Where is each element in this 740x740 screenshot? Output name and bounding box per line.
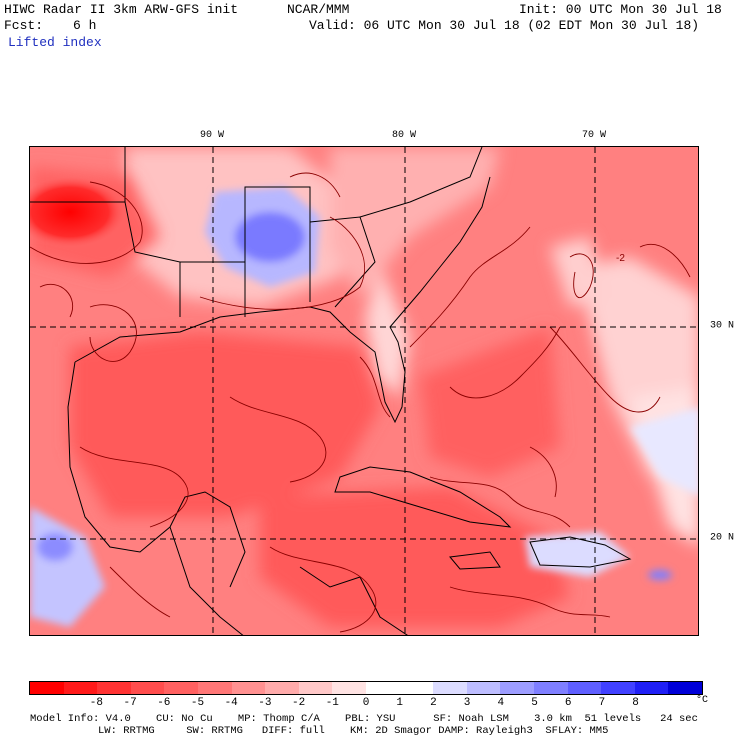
colorbar-unit: °C: [696, 695, 709, 706]
colorbar-swatch: [668, 682, 702, 694]
lat-label-20n: 20 N: [710, 532, 735, 544]
colorbar-tick-label: -4: [224, 697, 238, 709]
contour-label: -2: [616, 253, 625, 264]
colorbar-swatch: [265, 682, 299, 694]
colorbar-swatch: [567, 682, 602, 694]
colorbar-tick-label: -8: [89, 697, 103, 709]
field-name: Lifted index: [8, 35, 102, 50]
model-info-line2: LW: RRTMG SW: RRTMG DIFF: full KM: 2D Sm…: [98, 725, 609, 737]
lon-label-80w: 80 W: [391, 130, 417, 141]
colorbar-tick-label: -2: [291, 697, 306, 709]
init-time: Init: 00 UTC Mon 30 Jul 18: [519, 2, 722, 17]
model-title: HIWC Radar II 3km ARW-GFS init: [4, 2, 239, 17]
organization: NCAR/MMM: [287, 2, 350, 17]
colorbar-swatch: [466, 682, 501, 694]
colorbar-tick-label: 4: [497, 697, 505, 709]
colorbar-swatch: [601, 682, 635, 694]
colorbar-tick-label: -5: [190, 697, 205, 709]
latlon-grid: [30, 147, 698, 635]
colorbar-swatch: [30, 682, 64, 694]
colorbar-tick-label: 6: [564, 697, 572, 709]
colorbar-tick-label: 2: [430, 697, 437, 709]
colorbar-swatch: [164, 682, 198, 694]
colorbar-tick-label: 1: [396, 697, 403, 709]
colorbar-tick-label: 3: [463, 697, 471, 709]
colorbar-tick-label: -3: [258, 697, 272, 709]
colorbar-swatch: [332, 682, 366, 694]
colorbar-swatch: [298, 682, 333, 694]
colorbar-tick-label: 7: [598, 697, 606, 709]
colorbar-tick-label: -6: [157, 697, 171, 709]
model-info-line1: Model Info: V4.0 CU: No Cu MP: Thomp C/A…: [30, 713, 698, 725]
field-stable-areas: [30, 187, 698, 627]
colorbar-swatch: [197, 682, 232, 694]
lifted-index-map: -2: [29, 146, 699, 636]
colorbar-swatch: [365, 682, 400, 694]
coastlines: [30, 147, 632, 635]
forecast-label: Fcst:: [4, 18, 44, 33]
li-contours: [30, 172, 691, 633]
colorbar-swatch: [399, 682, 434, 694]
forecast-hour: 6 h: [73, 18, 97, 33]
colorbar-swatch: [533, 682, 568, 694]
valid-time: Valid: 06 UTC Mon 30 Jul 18 (02 EDT Mon …: [309, 18, 700, 33]
colorbar-tick-label: 5: [531, 697, 538, 709]
colorbar-swatch: [500, 682, 534, 694]
colorbar-swatch: [130, 682, 165, 694]
colorbar-tick-label: -7: [123, 697, 137, 709]
colorbar-swatch: [433, 682, 467, 694]
lon-label-90w: 90 W: [199, 130, 225, 141]
colorbar-swatch: [63, 682, 98, 694]
colorbar-tick-label: 0: [362, 697, 370, 709]
lat-label-30n: 30 N: [710, 320, 735, 332]
colorbar: [29, 681, 703, 695]
colorbar-tick-label: 8: [632, 697, 639, 709]
colorbar-tick-label: -1: [325, 697, 339, 709]
field-strong-core: [30, 177, 125, 247]
colorbar-swatch: [634, 682, 669, 694]
colorbar-swatch: [97, 682, 131, 694]
lon-label-70w: 70 W: [581, 130, 607, 141]
colorbar-swatch: [231, 682, 266, 694]
map-canvas: -2: [30, 147, 698, 635]
